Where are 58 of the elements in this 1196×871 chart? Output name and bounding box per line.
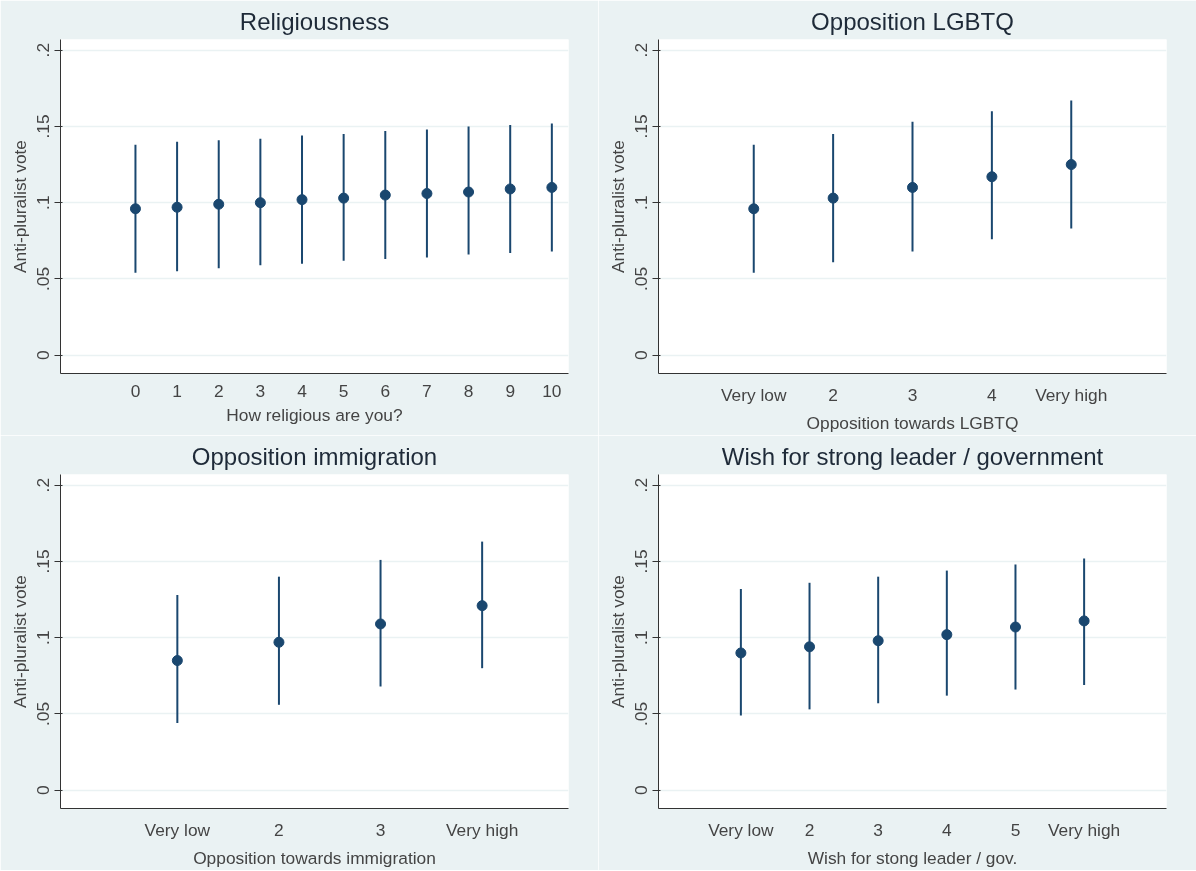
- y-tick-label: .15: [33, 114, 54, 139]
- y-tick-label: .05: [631, 266, 652, 291]
- y-tick-label: 0: [33, 785, 54, 796]
- y-axis-title: Anti-pluralist vote: [9, 140, 30, 273]
- y-tick-label: .2: [631, 477, 652, 493]
- y-axis-title: Anti-pluralist vote: [607, 575, 628, 708]
- x-axis-title: Opposition towards LGBTQ: [806, 412, 1019, 433]
- x-tick-label: 10: [542, 380, 562, 401]
- x-tick-label: Very low: [721, 384, 787, 405]
- chart-title: Religiousness: [239, 7, 390, 35]
- x-tick-label: Very low: [708, 819, 775, 840]
- y-tick-label: 0: [33, 350, 54, 361]
- y-axis-title: Anti-pluralist vote: [607, 140, 628, 273]
- x-tick-label: 3: [255, 380, 266, 401]
- x-tick-label: 0: [130, 380, 141, 401]
- y-tick-label: 0: [631, 785, 652, 796]
- y-tick-label: .2: [33, 477, 54, 493]
- y-tick-label: .05: [33, 701, 54, 726]
- y-tick-label: 0: [631, 350, 652, 361]
- y-tick-label: .15: [631, 114, 652, 139]
- x-tick-label: Very low: [144, 819, 211, 840]
- x-tick-label: Very high: [446, 819, 519, 840]
- x-tick-label: Very high: [1035, 384, 1108, 405]
- x-tick-label: 9: [505, 380, 516, 401]
- chart-title: Opposition LGBTQ: [811, 7, 1014, 35]
- y-tick-label: .1: [33, 195, 54, 210]
- x-axis-title: Wish for stong leader / gov.: [807, 847, 1018, 868]
- x-tick-label: Very high: [1048, 819, 1121, 840]
- x-tick-label: 2: [274, 819, 284, 840]
- chart-title: Opposition immigration: [191, 442, 438, 470]
- x-tick-label: 8: [463, 380, 474, 401]
- x-tick-label: 5: [338, 380, 349, 401]
- x-axis-title: Opposition towards immigration: [193, 847, 436, 868]
- y-tick-label: .1: [631, 195, 652, 210]
- x-tick-label: 5: [1010, 819, 1021, 840]
- x-tick-label: 2: [828, 384, 838, 405]
- y-tick-label: .15: [631, 549, 652, 574]
- y-tick-label: .2: [33, 42, 54, 58]
- x-tick-label: 1: [172, 380, 182, 401]
- y-tick-label: .1: [33, 630, 54, 645]
- x-tick-label: 2: [804, 819, 815, 840]
- x-axis-title: How religious are you?: [226, 404, 403, 425]
- y-axis-title: Anti-pluralist vote: [9, 575, 30, 708]
- chart-title: Wish for strong leader / government: [721, 442, 1104, 470]
- x-tick-label: 3: [907, 384, 918, 405]
- x-tick-label: 3: [375, 819, 386, 840]
- x-tick-label: 4: [942, 819, 953, 840]
- x-tick-label: 4: [297, 380, 308, 401]
- y-tick-label: .15: [33, 549, 54, 574]
- y-tick-label: .1: [631, 630, 652, 645]
- y-tick-label: .2: [631, 42, 652, 58]
- x-tick-label: 3: [873, 819, 883, 840]
- x-tick-label: 6: [380, 380, 391, 401]
- y-tick-label: .05: [631, 701, 652, 726]
- x-tick-label: 2: [213, 380, 224, 401]
- y-tick-label: .05: [33, 266, 54, 291]
- x-tick-label: 7: [422, 380, 432, 401]
- x-tick-label: 4: [987, 384, 998, 405]
